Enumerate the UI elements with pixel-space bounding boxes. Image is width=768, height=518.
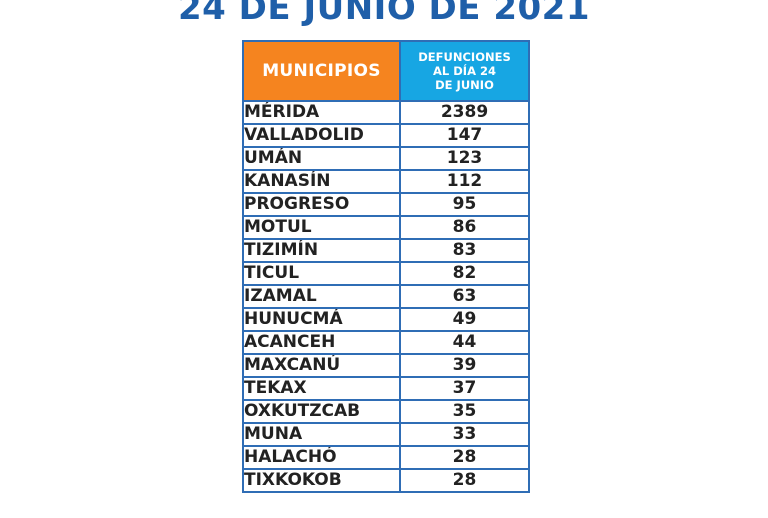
municipio-cell: TIXKOKOB bbox=[242, 468, 401, 493]
defunciones-cell: 123 bbox=[399, 146, 530, 171]
table-row: TIXKOKOB 28 bbox=[242, 468, 530, 493]
municipio-cell: MOTUL bbox=[242, 215, 401, 240]
municipio-cell: TIZIMÍN bbox=[242, 238, 401, 263]
defunciones-cell: 2389 bbox=[399, 100, 530, 125]
table-row: TEKAX 37 bbox=[242, 376, 530, 401]
defunciones-cell: 39 bbox=[399, 353, 530, 378]
deaths-table: MUNICIPIOS DEFUNCIONES AL DÍA 24 DE JUNI… bbox=[242, 40, 530, 493]
table-row: MAXCANÚ 39 bbox=[242, 353, 530, 378]
municipio-cell: KANASÍN bbox=[242, 169, 401, 194]
table-row: HUNUCMÁ 49 bbox=[242, 307, 530, 332]
table-row: MÉRIDA 2389 bbox=[242, 100, 530, 125]
defunciones-cell: 37 bbox=[399, 376, 530, 401]
municipio-cell: MAXCANÚ bbox=[242, 353, 401, 378]
defunciones-cell: 83 bbox=[399, 238, 530, 263]
table-row: TICUL 82 bbox=[242, 261, 530, 286]
header-defunciones: DEFUNCIONES AL DÍA 24 DE JUNIO bbox=[399, 40, 530, 102]
defunciones-cell: 82 bbox=[399, 261, 530, 286]
table-row: VALLADOLID 147 bbox=[242, 123, 530, 148]
header-defunciones-line: DE JUNIO bbox=[435, 78, 494, 92]
table-row: MUNA 33 bbox=[242, 422, 530, 447]
municipio-cell: PROGRESO bbox=[242, 192, 401, 217]
municipio-cell: MUNA bbox=[242, 422, 401, 447]
municipio-cell: ACANCEH bbox=[242, 330, 401, 355]
municipio-cell: MÉRIDA bbox=[242, 100, 401, 125]
table-row: KANASÍN 112 bbox=[242, 169, 530, 194]
defunciones-cell: 44 bbox=[399, 330, 530, 355]
defunciones-cell: 28 bbox=[399, 468, 530, 493]
header-defunciones-line: AL DÍA 24 bbox=[433, 64, 496, 78]
municipio-cell: VALLADOLID bbox=[242, 123, 401, 148]
defunciones-cell: 33 bbox=[399, 422, 530, 447]
table-row: OXKUTZCAB 35 bbox=[242, 399, 530, 424]
municipio-cell: HUNUCMÁ bbox=[242, 307, 401, 332]
table-row: UMÁN 123 bbox=[242, 146, 530, 171]
header-municipios: MUNICIPIOS bbox=[242, 40, 401, 102]
municipio-cell: UMÁN bbox=[242, 146, 401, 171]
municipio-cell: HALACHÓ bbox=[242, 445, 401, 470]
table-row: PROGRESO 95 bbox=[242, 192, 530, 217]
defunciones-cell: 86 bbox=[399, 215, 530, 240]
defunciones-cell: 35 bbox=[399, 399, 530, 424]
table-row: IZAMAL 63 bbox=[242, 284, 530, 309]
municipio-cell: TICUL bbox=[242, 261, 401, 286]
defunciones-cell: 49 bbox=[399, 307, 530, 332]
defunciones-cell: 63 bbox=[399, 284, 530, 309]
header-defunciones-line: DEFUNCIONES bbox=[418, 50, 511, 64]
defunciones-cell: 112 bbox=[399, 169, 530, 194]
table-row: HALACHÓ 28 bbox=[242, 445, 530, 470]
table-row: MOTUL 86 bbox=[242, 215, 530, 240]
table-row: ACANCEH 44 bbox=[242, 330, 530, 355]
table-row: TIZIMÍN 83 bbox=[242, 238, 530, 263]
defunciones-cell: 147 bbox=[399, 123, 530, 148]
defunciones-cell: 95 bbox=[399, 192, 530, 217]
municipio-cell: IZAMAL bbox=[242, 284, 401, 309]
defunciones-cell: 28 bbox=[399, 445, 530, 470]
table-body: MÉRIDA 2389 VALLADOLID 147 UMÁN 123 KANASÍN 112… bbox=[242, 100, 530, 493]
table-header-row: MUNICIPIOS DEFUNCIONES AL DÍA 24 DE JUNI… bbox=[242, 40, 530, 102]
page-title: 24 DE JUNIO DE 2021 bbox=[178, 0, 590, 28]
municipio-cell: TEKAX bbox=[242, 376, 401, 401]
municipio-cell: OXKUTZCAB bbox=[242, 399, 401, 424]
